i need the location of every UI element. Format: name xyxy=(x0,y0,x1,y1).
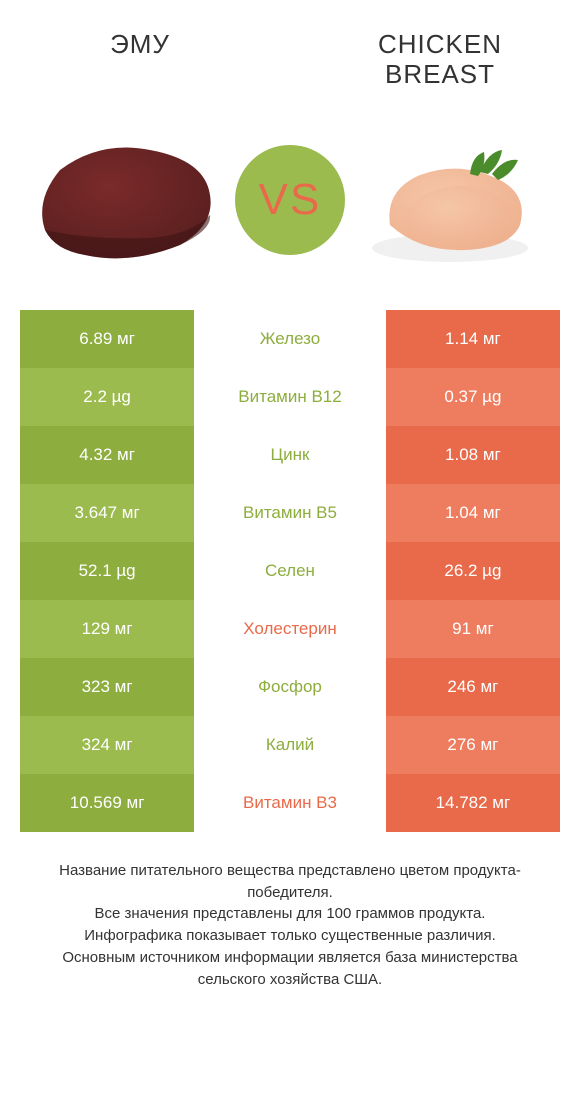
title-right: CHICKEN BREAST xyxy=(350,30,530,90)
chicken-breast-image xyxy=(350,130,550,270)
value-right: 91 мг xyxy=(386,600,560,658)
value-left: 6.89 мг xyxy=(20,310,194,368)
header: ЭМУ CHICKEN BREAST xyxy=(0,0,580,100)
nutrient-label: Селен xyxy=(194,542,386,600)
value-left: 52.1 µg xyxy=(20,542,194,600)
footnote-line: Все значения представлены для 100 граммо… xyxy=(30,903,550,925)
value-left: 10.569 мг xyxy=(20,774,194,832)
nutrient-label: Цинк xyxy=(194,426,386,484)
nutrient-label: Витамин B3 xyxy=(194,774,386,832)
value-right: 1.14 мг xyxy=(386,310,560,368)
footnote-line: Название питательного вещества представл… xyxy=(30,860,550,904)
value-right: 14.782 мг xyxy=(386,774,560,832)
nutrient-label: Витамин B5 xyxy=(194,484,386,542)
footnote: Название питательного вещества представл… xyxy=(30,860,550,991)
table-row: 52.1 µgСелен26.2 µg xyxy=(20,542,560,600)
value-left: 2.2 µg xyxy=(20,368,194,426)
vs-text: VS xyxy=(259,175,322,225)
nutrient-label: Железо xyxy=(194,310,386,368)
value-left: 3.647 мг xyxy=(20,484,194,542)
table-row: 2.2 µgВитамин B120.37 µg xyxy=(20,368,560,426)
comparison-table: 6.89 мгЖелезо1.14 мг2.2 µgВитамин B120.3… xyxy=(20,310,560,832)
table-row: 3.647 мгВитамин B51.04 мг xyxy=(20,484,560,542)
footnote-line: Инфографика показывает только существенн… xyxy=(30,925,550,947)
images-row: VS xyxy=(0,100,580,300)
nutrient-label: Калий xyxy=(194,716,386,774)
table-row: 324 мгКалий276 мг xyxy=(20,716,560,774)
table-row: 10.569 мгВитамин B314.782 мг xyxy=(20,774,560,832)
vs-badge: VS xyxy=(235,145,345,255)
table-row: 4.32 мгЦинк1.08 мг xyxy=(20,426,560,484)
nutrient-label: Фосфор xyxy=(194,658,386,716)
value-right: 276 мг xyxy=(386,716,560,774)
table-row: 129 мгХолестерин91 мг xyxy=(20,600,560,658)
value-right: 0.37 µg xyxy=(386,368,560,426)
footnote-line: Основным источником информации является … xyxy=(30,947,550,991)
value-left: 4.32 мг xyxy=(20,426,194,484)
title-left: ЭМУ xyxy=(50,30,230,90)
value-right: 246 мг xyxy=(386,658,560,716)
nutrient-label: Витамин B12 xyxy=(194,368,386,426)
value-left: 324 мг xyxy=(20,716,194,774)
table-row: 323 мгФосфор246 мг xyxy=(20,658,560,716)
value-left: 129 мг xyxy=(20,600,194,658)
nutrient-label: Холестерин xyxy=(194,600,386,658)
value-right: 1.04 мг xyxy=(386,484,560,542)
value-left: 323 мг xyxy=(20,658,194,716)
emu-meat-image xyxy=(30,130,230,270)
value-right: 1.08 мг xyxy=(386,426,560,484)
table-row: 6.89 мгЖелезо1.14 мг xyxy=(20,310,560,368)
value-right: 26.2 µg xyxy=(386,542,560,600)
